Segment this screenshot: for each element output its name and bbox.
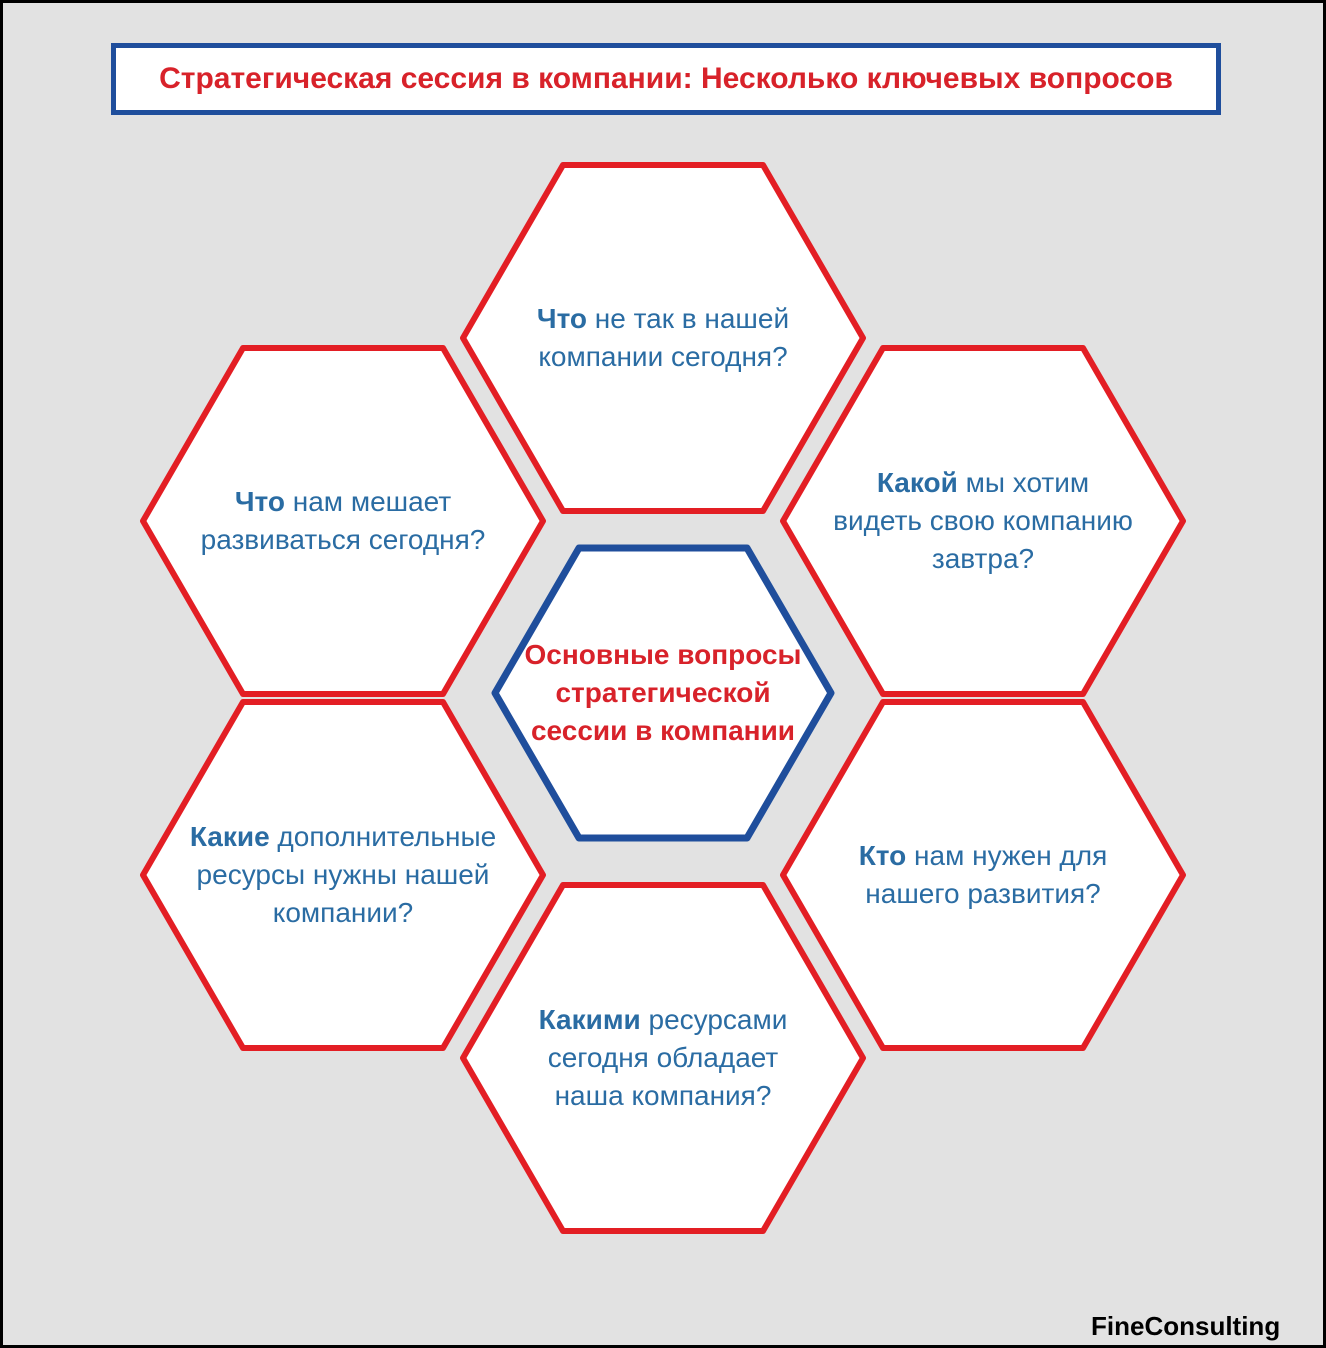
center-hex-text: Основные вопросы стратегической сессии в…: [513, 573, 813, 813]
outer-hex-text-0: Что не так в нашей компании сегодня?: [513, 218, 813, 458]
outer-hex-text-1: Какой мы хотим видеть свою компанию завт…: [833, 401, 1133, 641]
outer-hex-text-3: Какими ресурсами сегодня обладает наша к…: [513, 938, 813, 1178]
outer-hex-text-4: Какие дополнительные ресурсы нужны нашей…: [183, 755, 503, 995]
diagram-frame: Стратегическая сессия в компании: Нескол…: [0, 0, 1326, 1348]
copyright-text: FineConsulting (C): [1091, 1311, 1280, 1348]
outer-hex-text-2: Кто нам нужен для нашего развития?: [833, 755, 1133, 995]
copyright-label: FineConsulting (C): [1091, 1311, 1323, 1348]
outer-hex-text-5: Что нам мешает развиваться сегодня?: [193, 401, 493, 641]
